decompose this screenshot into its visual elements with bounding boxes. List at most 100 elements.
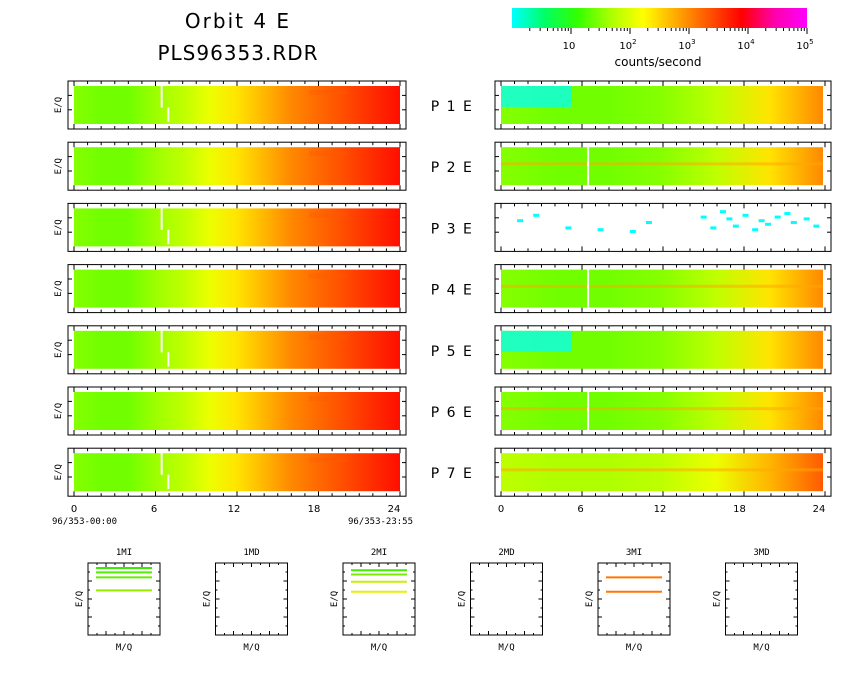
left-spectrogram-band: [308, 396, 348, 401]
panel-row: E/Q P 7 E: [54, 447, 832, 497]
panel-row-label: P 7 E: [431, 466, 474, 482]
colorbar-tick-exponent: 4: [750, 38, 755, 46]
mq-y-label: E/Q: [713, 591, 723, 607]
mq-panel-frame: [597, 562, 671, 636]
mq-x-label: M/Q: [243, 643, 259, 653]
mq-y-label: E/Q: [458, 591, 468, 607]
right-panel-frame: [494, 202, 832, 252]
x-axes: 0 6 12 18 24 0 6 12 18 24 96/353-00:00 96/353-23:55: [52, 504, 825, 527]
panel-row: E/Q P 3 E: [54, 202, 832, 252]
left-spectrogram-band: [308, 151, 348, 157]
colorbar-tick-exponent: 3: [691, 38, 695, 46]
left-spectrogram: [74, 269, 400, 308]
mq-panel: 3MD E/Q M/Q: [713, 548, 798, 653]
mq-panel-title: 1MI: [116, 548, 132, 558]
colorbar-tick-exponent: 5: [809, 38, 813, 46]
right-spectrogram: [501, 392, 823, 430]
mq-panels: 1MI E/Q M/Q 1MD E/Q M/Q 2MI E/Q M/Q 2MD E/Q M/Q 3MI E…: [75, 548, 798, 653]
sparse-count: [790, 221, 797, 224]
x-tick-label: 18: [308, 504, 321, 515]
low-count-region: [501, 86, 572, 107]
x-tick-label: 12: [654, 504, 667, 515]
data-gap: [587, 269, 590, 308]
mq-panel: 2MD E/Q M/Q: [458, 548, 543, 653]
mq-panel-frame: [470, 562, 543, 636]
left-spectrogram: [74, 453, 400, 492]
colorbar-tick-label: 105: [796, 38, 813, 52]
mq-panel-frame: [725, 562, 798, 636]
mq-panel-frame: [215, 562, 288, 636]
x-tick-label: 0: [71, 504, 77, 515]
mq-panel: 1MD E/Q M/Q: [203, 548, 288, 653]
mq-panel: 2MI E/Q M/Q: [330, 548, 416, 653]
time-end-label: 96/353-23:55: [348, 517, 413, 527]
colorbar-tick-label: 103: [678, 38, 695, 52]
sparse-count: [803, 217, 810, 221]
panel-row-label: P 4 E: [431, 283, 474, 299]
sparse-count: [742, 213, 749, 217]
data-gap: [160, 86, 163, 108]
data-gap: [160, 330, 163, 353]
sparse-count: [645, 221, 652, 224]
sparse-count: [517, 219, 524, 223]
right-spectrogram: [501, 269, 823, 308]
sparse-count: [629, 230, 636, 233]
mq-panel-title: 3MI: [626, 548, 642, 558]
mq-panel: 3MI E/Q M/Q: [585, 548, 671, 653]
y-axis-label: E/Q: [54, 280, 64, 296]
data-gap: [160, 453, 163, 475]
left-spectrogram-band: [308, 273, 348, 279]
data-gap: [160, 208, 163, 230]
panel-row: E/Q P 6 E: [54, 386, 832, 436]
x-tick-label: 0: [498, 504, 504, 515]
sparse-count: [774, 215, 781, 219]
sparse-count: [813, 224, 820, 228]
x-tick-label: 6: [577, 504, 583, 515]
data-gap: [587, 392, 590, 430]
left-spectrogram: [74, 147, 400, 186]
sparse-count: [700, 215, 707, 219]
x-tick-label: 12: [228, 504, 241, 515]
colorbar-tick-label: 104: [737, 38, 755, 52]
left-spectrogram-band: [308, 212, 348, 218]
file-name: PLS96353.RDR: [157, 41, 318, 65]
mq-x-label: M/Q: [371, 643, 387, 653]
right-spectrogram: [501, 453, 823, 492]
y-axis-label: E/Q: [54, 403, 64, 419]
sparse-count: [719, 210, 726, 214]
mq-panel-frame: [87, 562, 161, 636]
sparse-count: [752, 228, 759, 232]
left-spectrogram: [74, 86, 400, 124]
sparse-count: [533, 213, 540, 217]
x-tick-label: 24: [388, 504, 401, 515]
sparse-count: [710, 226, 717, 230]
y-axis-label: E/Q: [54, 464, 64, 480]
panel-row-label: P 6 E: [431, 405, 474, 421]
mq-x-label: M/Q: [753, 643, 769, 653]
data-gap: [167, 352, 170, 367]
panel-row: E/Q P 1 E: [54, 80, 832, 130]
sparse-count: [732, 224, 739, 228]
data-gap: [587, 147, 590, 186]
right-spectrogram-band: [501, 162, 823, 166]
panel-row-label: P 5 E: [431, 344, 474, 360]
time-start-label: 96/353-00:00: [52, 517, 117, 527]
panel-row-label: P 2 E: [431, 160, 474, 176]
color-bar-gradient: [512, 8, 807, 28]
data-gap: [167, 229, 170, 245]
mq-y-label: E/Q: [75, 591, 85, 607]
left-spectrogram-band: [308, 457, 348, 463]
mq-panel-title: 2MD: [498, 548, 514, 558]
panel-row: E/Q P 2 E: [54, 141, 832, 191]
right-spectrogram: [501, 147, 823, 186]
sparse-count: [758, 219, 765, 223]
left-spectrogram-band: [308, 334, 348, 340]
panel-row: E/Q P 5 E: [54, 325, 832, 375]
sparse-count: [565, 226, 572, 230]
sparse-count: [784, 212, 791, 215]
low-count-region: [501, 330, 572, 352]
colorbar-unit-label: counts/second: [615, 55, 702, 69]
mq-y-label: E/Q: [203, 591, 213, 607]
color-bar: 10 102 103 104 105 counts/second: [512, 8, 814, 69]
